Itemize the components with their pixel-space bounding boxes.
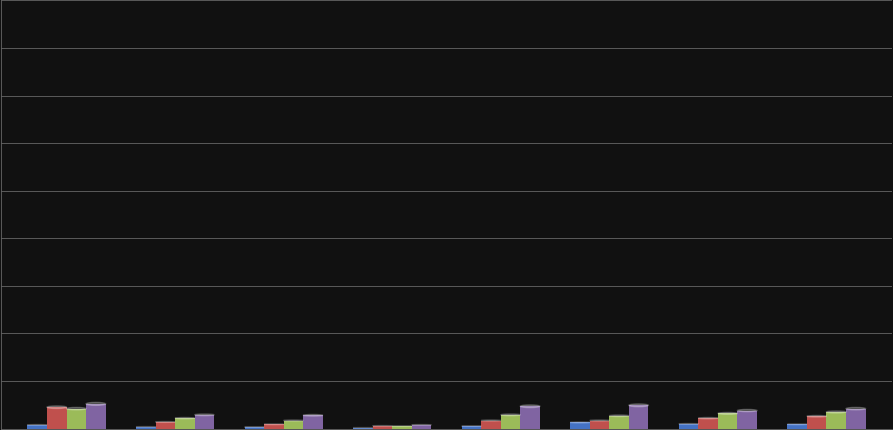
Ellipse shape — [521, 405, 540, 408]
Bar — [304, 415, 322, 429]
Ellipse shape — [66, 408, 86, 410]
Ellipse shape — [846, 408, 865, 410]
Bar — [501, 415, 521, 429]
Bar — [521, 406, 540, 429]
Ellipse shape — [481, 420, 501, 421]
Bar — [738, 411, 757, 429]
Bar — [47, 407, 66, 429]
Ellipse shape — [807, 415, 827, 417]
Bar — [264, 424, 284, 429]
Bar — [589, 421, 609, 429]
Bar — [679, 424, 698, 429]
Bar — [788, 424, 807, 429]
Bar — [86, 404, 105, 429]
Bar — [66, 408, 86, 429]
Bar — [609, 416, 629, 429]
Bar — [284, 421, 304, 429]
Bar — [827, 412, 846, 429]
Ellipse shape — [827, 411, 846, 413]
Ellipse shape — [304, 415, 322, 416]
Ellipse shape — [86, 402, 105, 405]
Bar — [462, 426, 481, 429]
Ellipse shape — [718, 412, 738, 415]
Ellipse shape — [738, 409, 757, 412]
Ellipse shape — [284, 420, 304, 421]
Ellipse shape — [698, 418, 718, 419]
Ellipse shape — [175, 418, 195, 419]
Bar — [353, 428, 372, 429]
Bar — [807, 416, 827, 429]
Bar — [698, 418, 718, 429]
Ellipse shape — [28, 424, 47, 425]
Bar — [629, 405, 648, 429]
Bar — [846, 408, 865, 429]
Ellipse shape — [155, 421, 175, 422]
Bar — [195, 415, 214, 429]
Bar — [136, 427, 155, 429]
Bar — [392, 426, 412, 429]
Bar — [718, 413, 738, 429]
Ellipse shape — [412, 424, 431, 425]
Bar — [481, 421, 501, 429]
Ellipse shape — [47, 406, 66, 408]
Ellipse shape — [589, 420, 609, 421]
Bar — [155, 422, 175, 429]
Ellipse shape — [571, 422, 589, 423]
Ellipse shape — [629, 404, 648, 407]
Bar — [175, 418, 195, 429]
Bar — [412, 425, 431, 429]
Ellipse shape — [195, 414, 214, 416]
Bar — [372, 426, 392, 429]
Bar — [28, 425, 47, 429]
Bar — [245, 427, 264, 429]
Bar — [571, 422, 589, 429]
Ellipse shape — [501, 414, 521, 416]
Ellipse shape — [609, 415, 629, 417]
